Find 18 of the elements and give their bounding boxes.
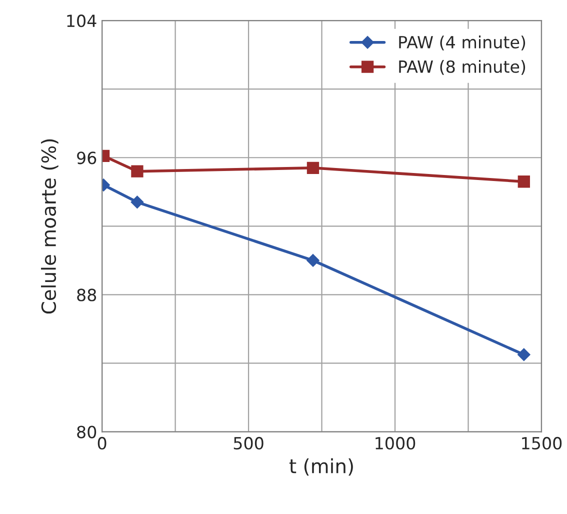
legend-label: PAW (4 minute) [399, 36, 526, 50]
y-tick-label: 96 [77, 152, 96, 164]
x-tick-label: 0 [98, 436, 106, 450]
point [306, 162, 320, 174]
point [130, 196, 144, 209]
y-tick-label: 104 [67, 14, 96, 28]
point [306, 254, 320, 267]
point [517, 348, 530, 362]
y-tick-label: 88 [77, 288, 96, 302]
x-tick-label: 500 [234, 436, 264, 450]
point [131, 165, 144, 178]
legend-label: PAW (8 minute) [399, 60, 526, 75]
x-tick-label: 1500 [522, 436, 562, 450]
y-axis-title: Celule moarte (%) [41, 139, 58, 314]
y-tick-label: 80 [77, 426, 96, 438]
point [518, 176, 530, 188]
x-tick-label: 1000 [376, 436, 416, 450]
x-axis-title: t (min) [289, 458, 353, 476]
